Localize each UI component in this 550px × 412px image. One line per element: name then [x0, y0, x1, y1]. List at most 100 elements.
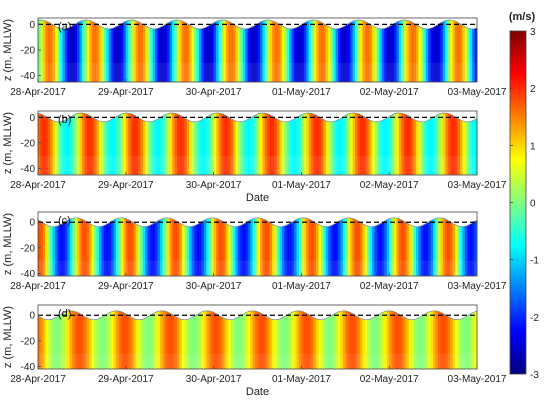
field-cell [252, 310, 256, 369]
field-cell [194, 121, 197, 175]
field-cell [303, 22, 307, 83]
field-cell [379, 223, 383, 276]
field-cell [72, 311, 75, 369]
field-cell [367, 23, 371, 82]
field-cell [469, 223, 473, 276]
field-cell [357, 221, 361, 276]
field-cell [130, 317, 134, 369]
field-cell [247, 311, 251, 369]
field-cell [42, 20, 46, 82]
field-cell [198, 120, 202, 175]
field-cell [59, 314, 63, 369]
field-cell [296, 116, 300, 175]
field-cell [101, 121, 105, 175]
field-cell [142, 25, 146, 83]
y-axis-title: z (m, MLLW) [2, 19, 14, 81]
field-cell [42, 319, 46, 369]
field-cell [347, 23, 351, 82]
field-cell [137, 225, 141, 276]
field-cell [442, 314, 446, 369]
field-cell [247, 118, 251, 175]
field-cell [235, 26, 239, 82]
field-cell [211, 311, 214, 369]
field-cell [91, 319, 95, 369]
field-cell [211, 113, 214, 175]
field-cell [296, 218, 300, 276]
field-cell [220, 317, 224, 369]
field-cell [155, 312, 158, 369]
field-cell [162, 218, 166, 276]
field-cell [45, 21, 49, 83]
field-cell [62, 312, 66, 369]
y-tick-label: 0 [29, 311, 35, 322]
field-cell [196, 314, 200, 369]
field-cell [267, 221, 271, 276]
field-cell [467, 315, 471, 369]
field-cell [381, 28, 385, 82]
field-cell [55, 26, 58, 83]
field-cell [77, 217, 80, 276]
y-tick-label: -20 [21, 243, 36, 254]
field-cell [135, 21, 139, 82]
field-cell [213, 113, 217, 175]
field-cell [464, 27, 468, 83]
field-cell [391, 114, 395, 175]
field-cell [374, 316, 378, 369]
field-cell [445, 219, 449, 276]
field-cell [250, 27, 254, 82]
field-cell [106, 121, 110, 175]
field-cell [174, 113, 178, 175]
field-cell [337, 221, 341, 276]
field-cell [167, 312, 171, 369]
field-cell [67, 311, 71, 369]
field-cell [240, 121, 244, 175]
field-cell [435, 218, 439, 276]
field-cell [284, 27, 288, 82]
colorbar-tick-label: 0 [530, 199, 536, 210]
field-cell [442, 113, 446, 175]
field-cell [408, 117, 412, 175]
field-cell [289, 313, 293, 369]
field-cell [62, 222, 66, 276]
field-cell [296, 26, 300, 82]
field-cell [386, 27, 390, 82]
field-cell [218, 113, 222, 175]
field-cell [111, 220, 115, 276]
field-cell [257, 217, 261, 276]
field-cell [103, 28, 107, 82]
field-cell [403, 317, 407, 369]
field-cell [289, 120, 293, 175]
field-cell [250, 117, 254, 175]
field-cell [177, 222, 180, 276]
field-cell [472, 28, 475, 82]
x-axis-title: Date [246, 192, 269, 204]
x-tick-label: 28-Apr-2017 [10, 281, 66, 292]
field-cell [77, 22, 80, 82]
field-cell [433, 26, 436, 82]
field-cell [301, 114, 305, 175]
field-cell [230, 226, 234, 276]
field-cell [145, 317, 149, 369]
field-cell [216, 314, 219, 369]
depth-shade [38, 155, 477, 175]
field-cell [377, 28, 380, 82]
field-cell [396, 313, 400, 369]
field-cell [230, 119, 234, 175]
field-cell [345, 24, 349, 82]
field-cell [157, 220, 161, 276]
field-cell [47, 118, 51, 175]
field-cell [435, 115, 439, 175]
field-cell [125, 113, 129, 175]
field-cell [177, 318, 180, 369]
x-tick-label: 01-May-2017 [272, 281, 331, 292]
field-cell [118, 311, 122, 369]
field-cell [318, 117, 322, 175]
field-cell [103, 225, 107, 276]
field-cell [203, 219, 207, 276]
field-cell [377, 121, 380, 175]
field-cell [320, 226, 324, 276]
field-cell [155, 221, 158, 276]
field-cell [281, 26, 285, 82]
